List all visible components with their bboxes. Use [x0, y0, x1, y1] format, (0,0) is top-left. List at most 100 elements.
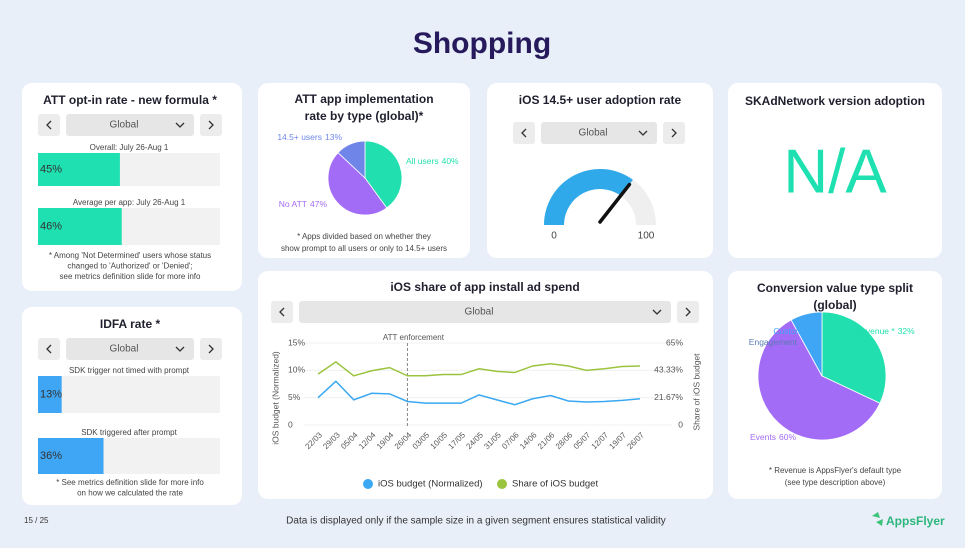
dropdown-value: Global — [110, 120, 139, 131]
pie-label: 14.5+ users 13% — [277, 132, 342, 142]
pie-value-label: 8% — [806, 326, 819, 336]
footer-note: Data is displayed only if the sample siz… — [286, 516, 666, 527]
pie-slice — [337, 140, 366, 179]
chevron — [46, 120, 52, 130]
pie-value-label: 40% — [442, 156, 459, 166]
y2-tick-label: 65% — [666, 337, 683, 347]
chevron — [652, 309, 662, 315]
chevron — [175, 346, 185, 352]
prev-button[interactable] — [38, 338, 60, 360]
bar — [38, 376, 62, 413]
gauge-tick-label: 0 — [551, 231, 557, 242]
page-number: 15 / 25 — [24, 516, 49, 525]
pie-category: All users — [406, 156, 439, 166]
card-title: Conversion value type split — [757, 281, 913, 295]
bar — [38, 153, 120, 186]
prev-button[interactable] — [271, 301, 293, 323]
chevron — [46, 344, 52, 354]
dropdown[interactable] — [299, 301, 671, 323]
pie-slice — [757, 319, 881, 441]
pie-label: Engagement — [749, 337, 798, 347]
note: (see type description above) — [785, 478, 886, 487]
card — [728, 83, 942, 258]
y-tick-label: 0 — [288, 419, 293, 429]
legend-label: iOS budget (Normalized) — [378, 479, 483, 490]
line-series — [317, 380, 641, 406]
pie-slice — [790, 311, 823, 377]
prev-button[interactable] — [513, 122, 535, 144]
logo: AppsFlyer — [886, 514, 945, 528]
y2-tick-label: 21.67% — [654, 392, 683, 402]
next-button[interactable] — [200, 114, 222, 136]
chevron — [279, 307, 285, 317]
pie-label: Events 60% — [750, 432, 796, 442]
pie-value-label: 13% — [325, 132, 342, 142]
pie-slice — [364, 140, 403, 209]
dropdown[interactable] — [541, 122, 657, 144]
pie-category: Revenue * — [855, 326, 895, 336]
dropdown-value: Global — [579, 128, 608, 139]
pie-category: No ATT — [279, 199, 307, 209]
annotation: ATT enforcement — [383, 333, 445, 342]
pie-category: Custom — [773, 326, 802, 336]
legend-marker — [497, 479, 507, 489]
y2-tick-label: 0 — [678, 419, 683, 429]
pie-label: Custom 8% — [773, 326, 818, 336]
gauge-needle — [598, 182, 632, 224]
skadnetwork-value: N/A — [783, 137, 887, 206]
dropdown[interactable] — [66, 338, 194, 360]
legend-marker — [363, 479, 373, 489]
bar-category: Overall: July 26-Aug 1 — [90, 143, 169, 152]
bar — [38, 208, 122, 245]
card-title: iOS share of app install ad spend — [390, 280, 579, 294]
bar-value-label: 13% — [40, 388, 62, 400]
card-title: ATT app implementation — [294, 92, 433, 106]
card — [258, 271, 713, 499]
note: * Among 'Not Determined' users whose sta… — [49, 251, 211, 260]
bar-category: SDK triggered after prompt — [81, 428, 177, 437]
bar-value-label: 45% — [40, 163, 62, 175]
y-tick-label: 5% — [288, 392, 301, 402]
note: show prompt to all users or only to 14.5… — [281, 244, 447, 253]
pie-category: 14.5+ users — [277, 132, 322, 142]
card-title: ATT opt-in rate - new formula * — [43, 93, 217, 107]
bar-value-label: 36% — [40, 450, 62, 462]
note: see metrics definition slide for more in… — [60, 272, 202, 281]
line-series — [317, 360, 641, 377]
chevron — [175, 122, 185, 128]
y2-tick-label: 43.33% — [654, 365, 683, 375]
next-button[interactable] — [677, 301, 699, 323]
note: changed to 'Authorized' or 'Denied'; — [67, 262, 192, 271]
pie-label: No ATT 47% — [279, 199, 328, 209]
card-title: SKAdNetwork version adoption — [745, 94, 925, 108]
next-button[interactable] — [200, 338, 222, 360]
logo-icon — [872, 512, 883, 526]
gauge-tick-label: 100 — [638, 231, 655, 242]
prev-button[interactable] — [38, 114, 60, 136]
chevron — [521, 128, 527, 138]
y-tick-label: 15% — [288, 337, 305, 347]
gauge-fill — [544, 168, 633, 225]
card-title: iOS 14.5+ user adoption rate — [519, 93, 682, 107]
pie-label: All users 40% — [406, 156, 459, 166]
bar-category: Average per app: July 26-Aug 1 — [73, 198, 186, 207]
pie-slice — [327, 152, 388, 216]
next-button[interactable] — [663, 122, 685, 144]
chevron — [208, 344, 214, 354]
chevron — [685, 307, 691, 317]
note: * See metrics definition slide for more … — [56, 478, 204, 487]
chevron — [638, 130, 648, 136]
chevron — [671, 128, 677, 138]
bar-track — [38, 376, 220, 413]
page-title: Shopping — [413, 27, 551, 60]
card-title: IDFA rate * — [100, 317, 161, 331]
pie-value-label: 60% — [779, 432, 796, 442]
dropdown[interactable] — [66, 114, 194, 136]
chevron — [208, 120, 214, 130]
pie-slice — [821, 311, 887, 404]
pie-value-label: 32% — [898, 326, 915, 336]
card-title: rate by type (global)* — [305, 109, 424, 123]
y-axis-label: iOS budget (Normalized) — [270, 351, 280, 445]
